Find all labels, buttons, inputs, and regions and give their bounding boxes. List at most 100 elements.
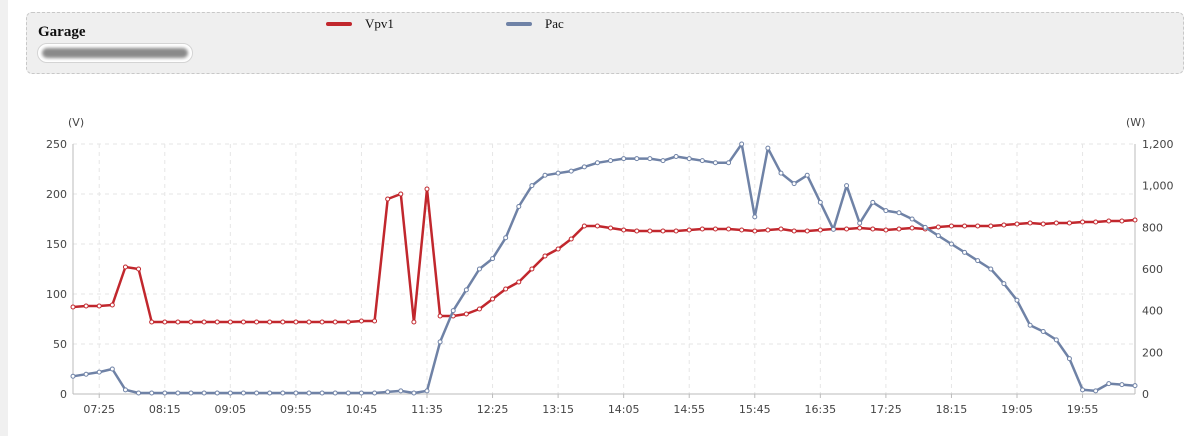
- data-point-vpv1: [70, 304, 76, 310]
- data-point-vpv1: [778, 226, 784, 232]
- chart-title: Garage: [38, 24, 86, 40]
- data-point-vpv1: [1027, 220, 1033, 226]
- legend-label-pac: Pac: [545, 16, 564, 31]
- data-point-pac: [830, 226, 836, 232]
- data-point-pac: [594, 160, 600, 166]
- data-point-pac: [791, 181, 797, 187]
- data-point-pac: [1093, 388, 1099, 394]
- data-point-pac: [581, 164, 587, 170]
- data-point-vpv1: [227, 319, 233, 325]
- data-point-vpv1: [909, 225, 915, 231]
- data-point-pac: [345, 390, 351, 396]
- data-point-vpv1: [935, 224, 941, 230]
- data-point-pac: [214, 390, 220, 396]
- data-point-pac: [306, 390, 312, 396]
- data-point-vpv1: [844, 226, 850, 232]
- data-point-pac: [1027, 322, 1033, 328]
- data-point-vpv1: [594, 223, 600, 229]
- data-point-vpv1: [201, 319, 207, 325]
- data-point-vpv1: [96, 303, 102, 309]
- data-point-vpv1: [398, 191, 404, 197]
- x-tick-label: 10:45: [346, 403, 378, 416]
- data-point-vpv1: [1132, 217, 1138, 223]
- data-point-vpv1: [673, 228, 679, 234]
- data-point-vpv1: [581, 223, 587, 229]
- data-point-pac: [673, 154, 679, 159]
- data-point-pac: [529, 183, 535, 189]
- data-point-vpv1: [240, 319, 246, 325]
- right-tick-label: 800: [1142, 221, 1163, 234]
- data-point-vpv1: [568, 236, 574, 242]
- data-point-pac: [201, 390, 207, 396]
- data-point-pac: [122, 387, 128, 393]
- data-point-vpv1: [372, 318, 378, 324]
- data-point-pac: [621, 156, 627, 162]
- data-point-vpv1: [1093, 219, 1099, 225]
- data-point-pac: [254, 390, 260, 396]
- data-point-pac: [162, 390, 168, 396]
- data-point-vpv1: [555, 246, 561, 252]
- data-point-vpv1: [490, 296, 496, 302]
- data-point-vpv1: [529, 266, 535, 272]
- data-point-vpv1: [660, 228, 666, 234]
- data-point-pac: [739, 141, 745, 147]
- data-point-vpv1: [1119, 218, 1125, 224]
- data-point-pac: [817, 199, 823, 205]
- x-tick-label: 19:55: [1067, 403, 1099, 416]
- data-point-vpv1: [1040, 221, 1046, 227]
- data-point-pac: [712, 160, 718, 166]
- chart-header: Garage: [26, 12, 1184, 74]
- data-point-pac: [83, 371, 89, 377]
- data-point-pac: [227, 390, 233, 396]
- data-point-pac: [962, 249, 968, 255]
- data-point-pac: [240, 390, 246, 396]
- data-point-vpv1: [817, 227, 823, 233]
- data-point-vpv1: [883, 227, 889, 233]
- data-point-vpv1: [1014, 221, 1020, 227]
- data-point-pac: [136, 390, 142, 396]
- data-point-pac: [778, 170, 784, 176]
- data-point-pac: [109, 366, 115, 372]
- data-point-vpv1: [503, 286, 509, 292]
- data-point-pac: [686, 156, 692, 162]
- x-tick-label: 18:15: [936, 403, 968, 416]
- data-point-vpv1: [988, 223, 994, 229]
- x-tick-label: 17:25: [870, 403, 902, 416]
- data-point-vpv1: [739, 227, 745, 233]
- data-point-vpv1: [1106, 218, 1112, 224]
- data-point-vpv1: [1066, 220, 1072, 226]
- legend-item-pac[interactable]: Pac: [506, 16, 564, 32]
- data-point-pac: [883, 208, 889, 214]
- data-point-pac: [293, 390, 299, 396]
- data-point-vpv1: [712, 226, 718, 232]
- data-point-vpv1: [647, 228, 653, 234]
- data-point-pac: [398, 388, 404, 394]
- data-point-vpv1: [319, 319, 325, 325]
- data-point-vpv1: [109, 302, 115, 308]
- data-point-pac: [804, 172, 810, 178]
- left-tick-label: 150: [46, 238, 67, 251]
- legend-item-vpv1[interactable]: Vpv1: [326, 16, 394, 32]
- x-tick-label: 16:35: [804, 403, 836, 416]
- data-point-pac: [660, 158, 666, 164]
- right-tick-label: 1,200: [1142, 138, 1174, 151]
- data-point-pac: [870, 199, 876, 205]
- data-point-pac: [96, 369, 102, 375]
- data-point-vpv1: [136, 266, 142, 272]
- legend-swatch-vpv1: [326, 22, 352, 26]
- data-point-vpv1: [542, 253, 548, 259]
- data-point-pac: [765, 145, 771, 151]
- data-point-pac: [909, 216, 915, 222]
- data-point-vpv1: [385, 196, 391, 202]
- data-point-pac: [267, 390, 273, 396]
- data-point-vpv1: [83, 303, 89, 309]
- data-point-pac: [424, 388, 430, 394]
- data-point-pac: [752, 214, 758, 220]
- data-point-vpv1: [358, 318, 364, 324]
- data-point-vpv1: [765, 227, 771, 233]
- data-point-pac: [411, 390, 417, 396]
- data-point-pac: [935, 233, 941, 239]
- data-point-pac: [372, 390, 378, 396]
- data-point-vpv1: [608, 225, 614, 231]
